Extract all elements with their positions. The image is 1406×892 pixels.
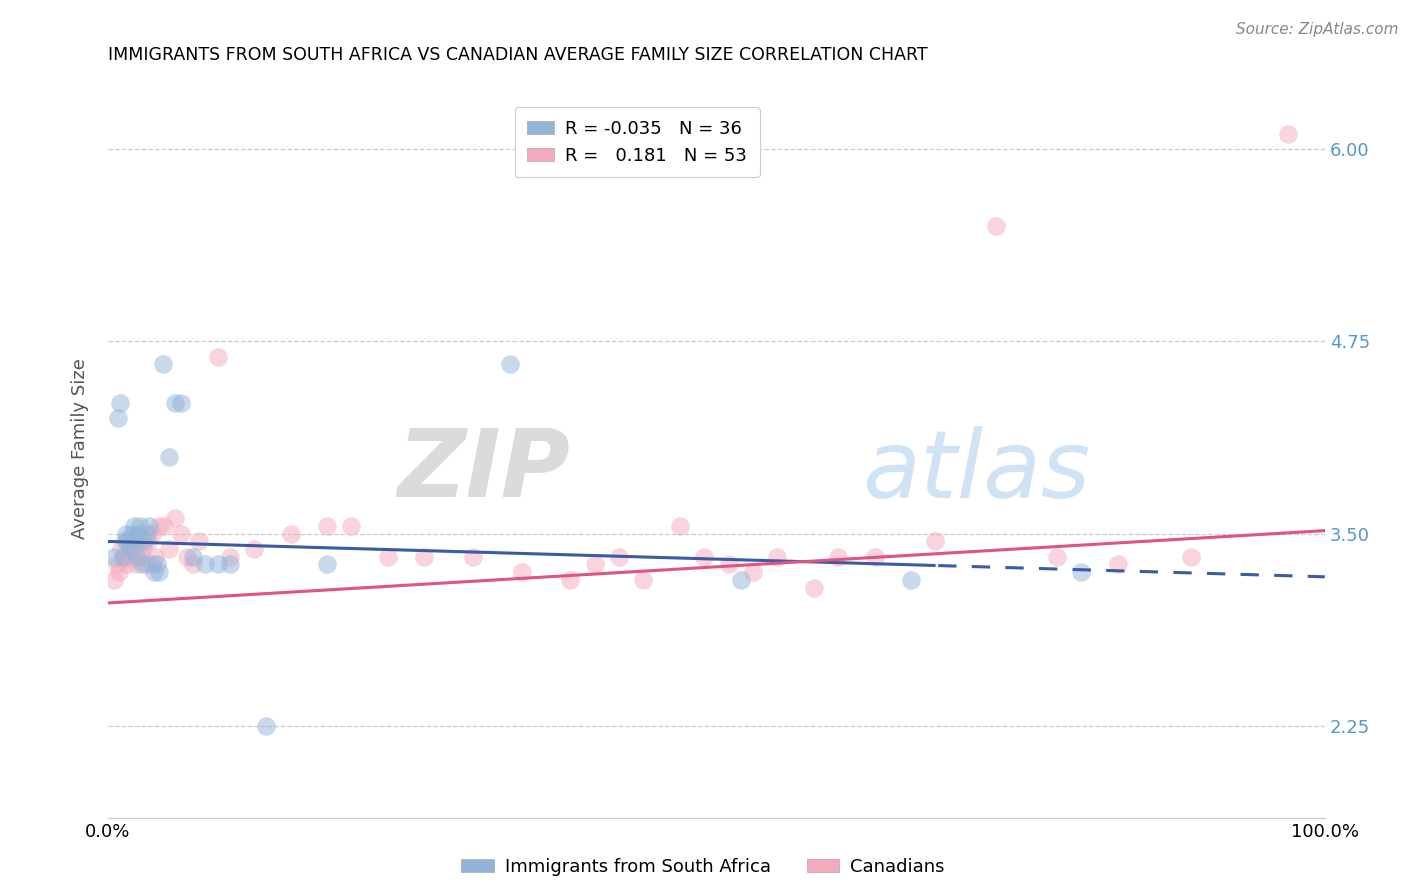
Point [194, 558, 217, 572]
Text: IMMIGRANTS FROM SOUTH AFRICA VS CANADIAN AVERAGE FAMILY SIZE CORRELATION CHART: IMMIGRANTS FROM SOUTH AFRICA VS CANADIAN… [108, 46, 928, 64]
Point [145, 549, 167, 564]
Point [114, 534, 136, 549]
Point [900, 573, 922, 587]
Point [129, 549, 152, 564]
Point [413, 549, 436, 564]
Point [132, 542, 155, 557]
Point [633, 573, 655, 587]
Point [103, 573, 125, 587]
Legend: Immigrants from South Africa, Canadians: Immigrants from South Africa, Canadians [454, 851, 952, 883]
Point [243, 542, 266, 557]
Point [986, 219, 1008, 233]
Point [153, 519, 176, 533]
Point [141, 558, 163, 572]
Point [163, 511, 186, 525]
Point [127, 526, 149, 541]
Point [827, 549, 849, 564]
Point [730, 573, 752, 587]
Point [122, 542, 145, 557]
Point [117, 534, 139, 549]
Text: ZIP: ZIP [398, 425, 571, 517]
Point [316, 558, 339, 572]
Point [118, 534, 141, 549]
Point [693, 549, 716, 564]
Point [108, 396, 131, 410]
Point [188, 534, 211, 549]
Point [863, 549, 886, 564]
Point [1180, 549, 1202, 564]
Point [124, 534, 146, 549]
Point [607, 549, 630, 564]
Point [1107, 558, 1129, 572]
Point [717, 558, 740, 572]
Y-axis label: Average Family Size: Average Family Size [72, 359, 89, 540]
Point [207, 558, 229, 572]
Point [121, 526, 143, 541]
Legend: R = -0.035   N = 36, R =   0.181   N = 53: R = -0.035 N = 36, R = 0.181 N = 53 [515, 107, 759, 178]
Point [143, 565, 166, 579]
Point [280, 526, 302, 541]
Point [316, 519, 339, 533]
Point [115, 558, 138, 572]
Point [115, 526, 138, 541]
Point [136, 534, 159, 549]
Point [218, 549, 240, 564]
Point [148, 565, 170, 579]
Point [461, 549, 484, 564]
Point [135, 558, 157, 572]
Text: Source: ZipAtlas.com: Source: ZipAtlas.com [1236, 22, 1399, 37]
Point [134, 534, 156, 549]
Point [127, 549, 149, 564]
Point [170, 396, 193, 410]
Point [803, 581, 825, 595]
Point [766, 549, 789, 564]
Point [207, 350, 229, 364]
Point [128, 519, 150, 533]
Point [138, 519, 160, 533]
Point [120, 549, 142, 564]
Point [176, 549, 198, 564]
Point [103, 549, 125, 564]
Point [340, 519, 363, 533]
Point [163, 396, 186, 410]
Point [1046, 549, 1069, 564]
Point [110, 542, 132, 557]
Point [131, 558, 153, 572]
Point [118, 542, 141, 557]
Point [924, 534, 946, 549]
Point [108, 565, 131, 579]
Point [1277, 127, 1299, 141]
Point [741, 565, 763, 579]
Point [127, 534, 149, 549]
Point [377, 549, 399, 564]
Point [105, 558, 128, 572]
Point [1070, 565, 1092, 579]
Point [181, 549, 204, 564]
Point [498, 358, 520, 372]
Point [112, 549, 135, 564]
Point [170, 526, 193, 541]
Point [136, 526, 159, 541]
Point [148, 519, 170, 533]
Text: atlas: atlas [862, 425, 1091, 516]
Point [125, 558, 148, 572]
Point [560, 573, 582, 587]
Point [141, 526, 163, 541]
Point [254, 719, 277, 733]
Point [157, 450, 180, 464]
Point [510, 565, 533, 579]
Point [583, 558, 606, 572]
Point [145, 558, 167, 572]
Point [669, 519, 692, 533]
Point [157, 542, 180, 557]
Point [218, 558, 240, 572]
Point [111, 549, 134, 564]
Point [152, 358, 174, 372]
Point [122, 519, 145, 533]
Point [181, 558, 204, 572]
Point [107, 411, 129, 425]
